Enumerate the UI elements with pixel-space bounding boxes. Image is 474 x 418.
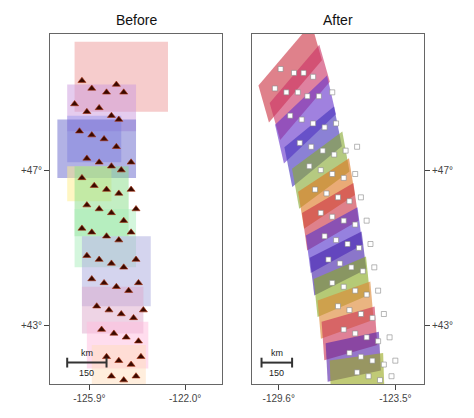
svg-text:km: km — [81, 348, 93, 358]
svg-text:After: After — [323, 12, 353, 28]
svg-text:-125.9°: -125.9° — [73, 393, 105, 404]
svg-text:-129.6°: -129.6° — [263, 393, 295, 404]
svg-text:+43°: +43° — [432, 320, 453, 331]
svg-text:km: km — [271, 348, 283, 358]
svg-text:Before: Before — [116, 12, 157, 28]
svg-text:+47°: +47° — [21, 165, 42, 176]
svg-text:150: 150 — [79, 368, 94, 378]
svg-text:-123.5°: -123.5° — [379, 393, 411, 404]
svg-text:+47°: +47° — [432, 165, 453, 176]
svg-text:-122.0°: -122.0° — [169, 393, 201, 404]
svg-text:150: 150 — [269, 368, 284, 378]
svg-text:+43°: +43° — [21, 320, 42, 331]
